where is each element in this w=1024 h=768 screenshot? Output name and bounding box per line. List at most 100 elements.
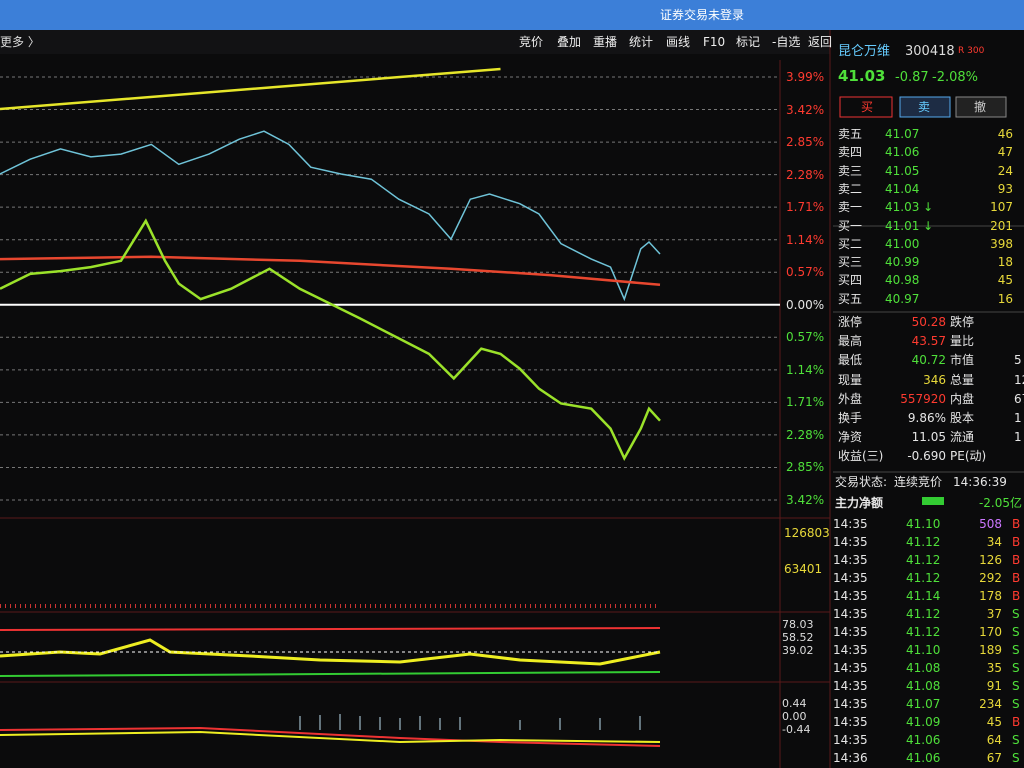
stat-value: 50.28 xyxy=(911,315,946,329)
stat-label: 外盘 xyxy=(838,391,863,406)
book-volume: 24 xyxy=(997,163,1013,178)
tick-side: B xyxy=(1012,517,1021,531)
status-label: 交易状态: xyxy=(835,475,888,489)
macd-line xyxy=(0,730,661,744)
trade-button[interactable]: 卖 xyxy=(918,100,931,114)
toolbar-button[interactable]: 画线 xyxy=(666,35,691,49)
toolbar-button[interactable]: 返回 xyxy=(808,35,833,49)
tick-side: S xyxy=(1012,679,1020,693)
trade-button[interactable]: 买 xyxy=(861,100,874,114)
stock-badge: R 300 xyxy=(958,46,985,56)
stat-label: 流通 xyxy=(950,430,975,445)
price-line xyxy=(0,67,501,111)
book-volume: 16 xyxy=(997,291,1013,306)
indicator-label: 58.52 xyxy=(782,631,814,644)
cancel-button-frame xyxy=(955,96,1007,118)
tick-price: 41.09 xyxy=(906,715,941,729)
tick-time: 14:35 xyxy=(833,625,868,639)
stat-value: 1 xyxy=(1014,411,1022,425)
book-volume: 107 xyxy=(990,200,1013,215)
more-menu[interactable]: 更多 〉 xyxy=(0,35,40,49)
tick-volume: 37 xyxy=(986,607,1002,621)
stat-label: 股本 xyxy=(950,411,975,425)
indicator-label: 78.03 xyxy=(782,618,814,631)
tick-side: S xyxy=(1012,697,1020,711)
book-volume: 45 xyxy=(997,273,1013,288)
tick-time: 14:35 xyxy=(833,697,868,711)
price-line xyxy=(0,130,661,302)
tick-price: 41.10 xyxy=(906,517,941,531)
tick-price: 41.08 xyxy=(906,679,941,693)
y-tick-label: 0.57% xyxy=(786,330,825,345)
tick-side: S xyxy=(1012,751,1020,765)
book-price: 41.03 ↓ xyxy=(885,200,934,215)
tick-side: S xyxy=(1012,625,1020,639)
toolbar-button[interactable]: 叠加 xyxy=(557,35,582,49)
tick-volume: 292 xyxy=(979,571,1002,585)
volume-label: 63401 xyxy=(784,562,823,576)
tick-time: 14:35 xyxy=(833,733,868,747)
indicator-line xyxy=(0,638,661,666)
y-tick-label: 0.00% xyxy=(786,297,825,312)
tick-side: S xyxy=(1012,661,1020,675)
tick-time: 14:35 xyxy=(833,643,868,657)
tick-price: 41.06 xyxy=(906,733,941,747)
tick-time: 14:35 xyxy=(833,553,868,567)
tick-side: S xyxy=(1012,733,1020,747)
tick-volume: 508 xyxy=(979,517,1002,531)
macd-line xyxy=(0,726,661,747)
book-level: 卖四 xyxy=(838,145,863,160)
tick-volume: 234 xyxy=(979,697,1002,711)
stat-label: 总量 xyxy=(950,372,975,387)
tick-price: 41.08 xyxy=(906,661,941,675)
y-tick-label: 2.85% xyxy=(786,460,825,475)
stock-code: 300418 xyxy=(905,44,955,59)
y-tick-label: 2.28% xyxy=(786,167,825,182)
flow-value: -2.05亿 xyxy=(978,496,1022,510)
stat-value: 67 xyxy=(1014,391,1024,406)
tick-time: 14:35 xyxy=(833,679,868,693)
stat-label: 净资 xyxy=(838,430,863,445)
y-tick-label: 0.57% xyxy=(786,265,825,280)
toolbar-button[interactable]: 统计 xyxy=(629,35,654,49)
book-level: 卖二 xyxy=(838,181,863,196)
tick-time: 14:35 xyxy=(833,517,868,531)
stat-value: 43.57 xyxy=(911,334,946,349)
stat-label: 最低 xyxy=(838,353,863,368)
stat-label: 换手 xyxy=(838,411,863,425)
tick-price: 41.12 xyxy=(906,571,941,585)
tick-time: 14:35 xyxy=(833,607,868,621)
stat-label: 现量 xyxy=(838,372,863,387)
toolbar-button[interactable]: 标记 xyxy=(736,35,761,49)
book-volume: 46 xyxy=(997,127,1013,141)
book-level: 买四 xyxy=(838,273,863,288)
tick-volume: 67 xyxy=(986,751,1002,765)
y-tick-label: 3.42% xyxy=(786,102,825,117)
stat-label: 涨停 xyxy=(838,315,863,329)
book-level: 卖五 xyxy=(838,127,863,141)
tick-side: B xyxy=(1012,535,1021,549)
stat-value: 5 xyxy=(1014,353,1022,368)
stat-value: 346 xyxy=(923,372,946,387)
book-price: 41.04 xyxy=(885,181,920,196)
last-price: 41.03 xyxy=(838,67,886,85)
toolbar-button[interactable]: F10 xyxy=(703,35,726,49)
stat-value: 11.05 xyxy=(911,430,946,445)
toolbar-button[interactable]: -自选 xyxy=(772,35,801,49)
tick-time: 14:35 xyxy=(833,589,868,603)
status-time: 14:36:39 xyxy=(953,475,1007,489)
toolbar-button[interactable]: 重播 xyxy=(593,35,618,49)
tick-volume: 126 xyxy=(979,553,1002,567)
book-level: 买一 xyxy=(838,218,863,233)
toolbar-button[interactable]: 竞价 xyxy=(519,35,544,49)
book-price: 41.05 xyxy=(885,163,920,178)
macd-label: -0.44 xyxy=(782,723,811,736)
trade-button[interactable]: 撤 xyxy=(974,100,987,114)
book-price: 41.01 ↓ xyxy=(885,218,934,233)
tick-volume: 35 xyxy=(986,661,1002,675)
tick-volume: 34 xyxy=(986,535,1002,549)
macd-label: 0.00 xyxy=(782,710,807,723)
tick-side: B xyxy=(1012,589,1021,603)
book-volume: 18 xyxy=(997,255,1013,270)
